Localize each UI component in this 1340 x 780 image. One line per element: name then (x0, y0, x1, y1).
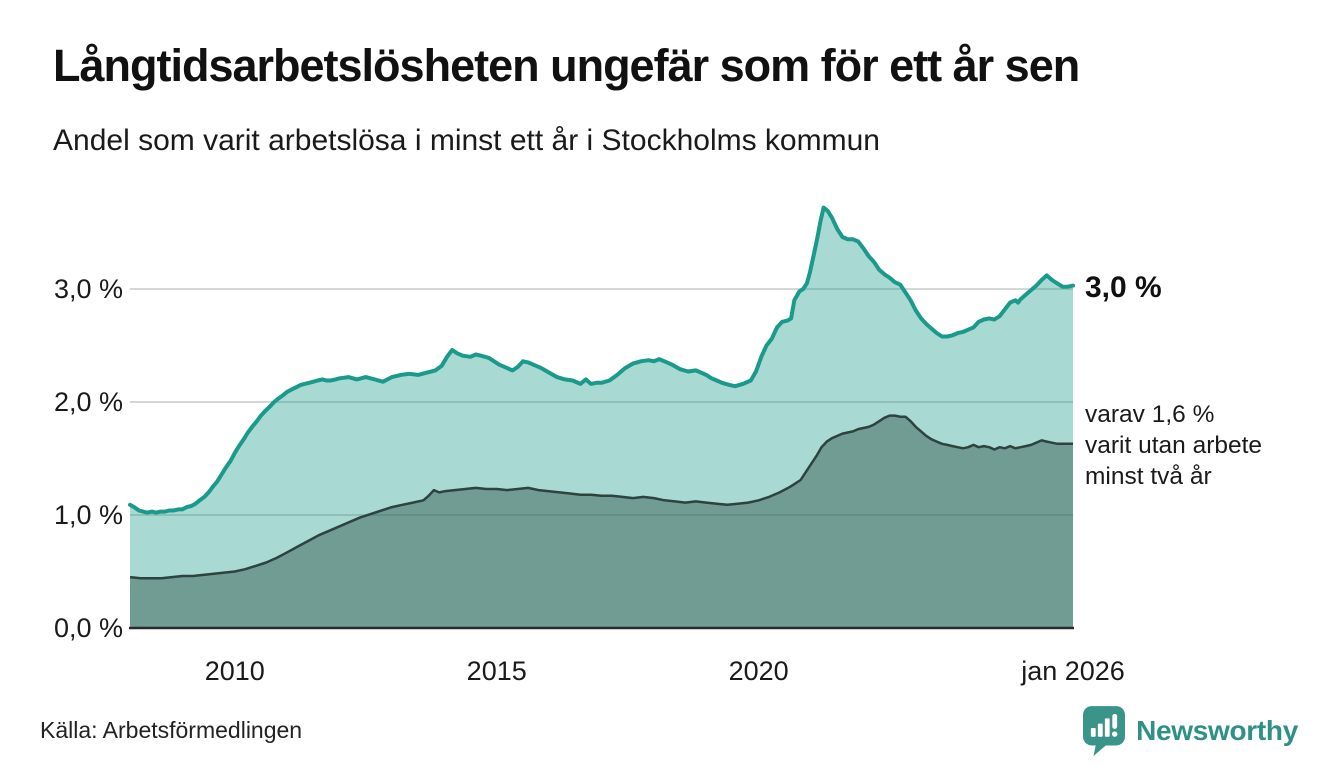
x-tick-label: 2010 (204, 656, 265, 686)
annotation-line: varit utan arbete (1085, 432, 1263, 459)
newsworthy-logo: Newsworthy (1083, 706, 1298, 756)
y-tick-label: 1,0 % (53, 500, 123, 530)
newsworthy-logo-text: Newsworthy (1136, 715, 1298, 746)
sub-series-annotation: varav 1,6 % varit utan arbete minst två år (1085, 399, 1262, 492)
bar-chart-speech-bubble-icon (1083, 706, 1126, 756)
chart-subtitle: Andel som varit arbetslösa i minst ett å… (53, 124, 880, 157)
annotation-line: minst två år (1085, 463, 1212, 490)
x-tick-label: 2020 (728, 656, 789, 686)
area-two-years (130, 415, 1073, 628)
y-tick-label: 2,0 % (53, 387, 123, 417)
line-total (128, 205, 1075, 515)
line-two-years (129, 414, 1073, 580)
area-total (130, 207, 1073, 628)
y-tick-label: 3,0 % (53, 274, 123, 304)
annotation-line: varav 1,6 % (1085, 401, 1215, 428)
source-label: Källa: Arbetsförmedlingen (40, 717, 303, 743)
x-tick-label: jan 2026 (1021, 656, 1125, 686)
end-value-label: 3,0 % (1085, 271, 1162, 304)
chart-title: Långtidsarbetslösheten ungefär som för e… (53, 40, 1080, 91)
y-tick-label: 0,0 % (53, 613, 123, 643)
x-tick-label: 2015 (466, 656, 527, 686)
